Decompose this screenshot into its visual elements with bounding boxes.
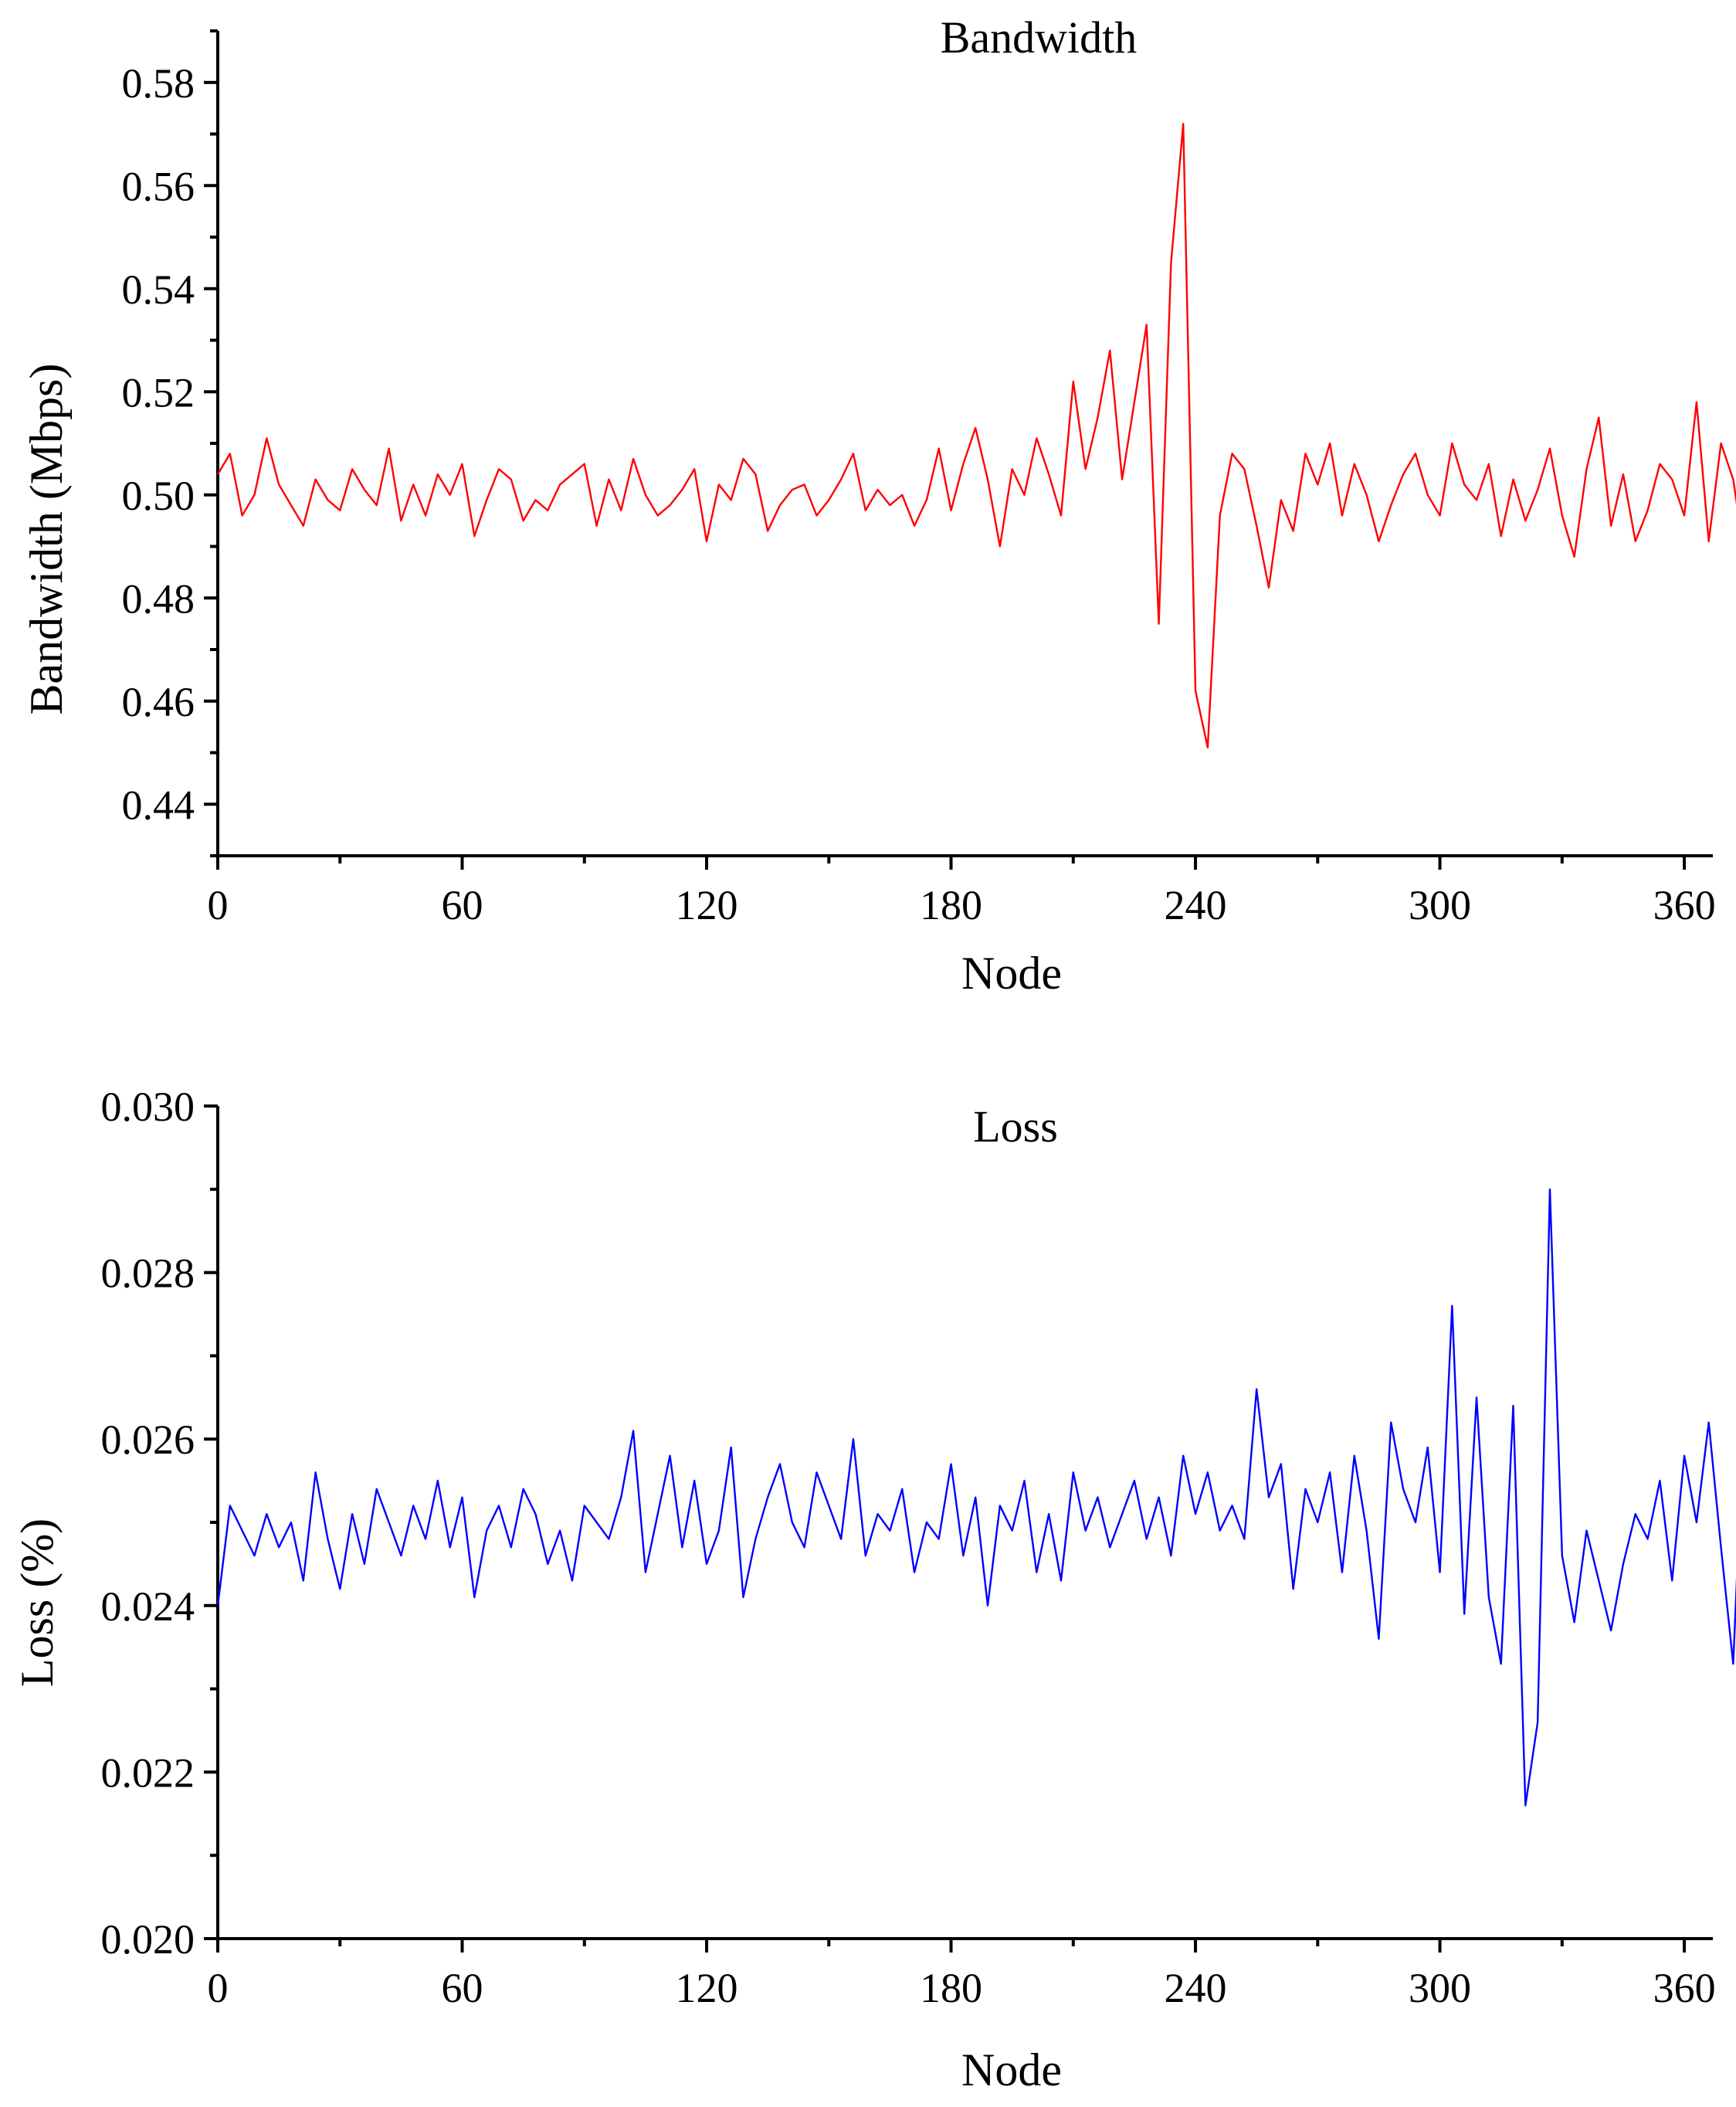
bandwidth-y-tick-label: 0.44: [122, 782, 195, 828]
loss-y-tick-label: 0.024: [101, 1583, 195, 1630]
bandwidth-x-tick-label: 180: [920, 882, 982, 928]
bandwidth-y-axis-title: Bandwidth (Mbps): [21, 364, 72, 715]
bandwidth-x-tick-label: 240: [1165, 882, 1227, 928]
loss-series-line: [216, 1188, 1736, 1807]
loss-x-tick-label: 120: [676, 1965, 738, 2011]
loss-x-tick-label: 180: [920, 1965, 982, 2011]
bandwidth-chart: Bandwidth Node Bandwidth (Mbps) 0 60 120 18…: [21, 12, 1736, 999]
loss-x-tick-label: 0: [208, 1965, 229, 2011]
bandwidth-y-tick-label: 0.56: [122, 163, 195, 209]
loss-y-tick-label: 0.026: [101, 1417, 195, 1463]
bandwidth-y-tick-label: 0.50: [122, 473, 195, 519]
bandwidth-y-tick-label: 0.52: [122, 369, 195, 416]
loss-chart: Loss Node Loss (%) 0 60 120 180 240 300 360 0.0…: [12, 1084, 1736, 2095]
loss-y-tick-label: 0.028: [101, 1250, 195, 1297]
loss-x-tick-label: 240: [1165, 1965, 1227, 2011]
bandwidth-y-tick-label: 0.46: [122, 679, 195, 725]
bandwidth-y-tick-label: 0.58: [122, 60, 195, 107]
loss-x-axis-title: Node: [961, 2044, 1062, 2095]
loss-x-tick-label: 60: [442, 1965, 483, 2011]
loss-y-tick-label: 0.022: [101, 1749, 195, 1796]
bandwidth-x-axis-title: Node: [961, 948, 1062, 999]
bandwidth-x-tick-label: 0: [208, 882, 229, 928]
loss-y-tick-label: 0.030: [101, 1084, 195, 1130]
bandwidth-x-tick-label: 60: [442, 882, 483, 928]
loss-y-tick-label: 0.020: [101, 1916, 195, 1963]
bandwidth-x-tick-label: 120: [676, 882, 738, 928]
loss-x-tick-label: 360: [1653, 1965, 1716, 2011]
loss-x-tick-label: 300: [1409, 1965, 1471, 2011]
bandwidth-series-line: [216, 122, 1736, 749]
loss-chart-title: Loss: [973, 1101, 1058, 1152]
bandwidth-y-tick-label: 0.48: [122, 575, 195, 622]
loss-y-axis-title: Loss (%): [12, 1518, 63, 1687]
bandwidth-chart-title: Bandwidth: [941, 12, 1138, 63]
bandwidth-x-tick-label: 300: [1409, 882, 1471, 928]
bandwidth-x-tick-label: 360: [1653, 882, 1716, 928]
bandwidth-y-tick-label: 0.54: [122, 266, 195, 313]
